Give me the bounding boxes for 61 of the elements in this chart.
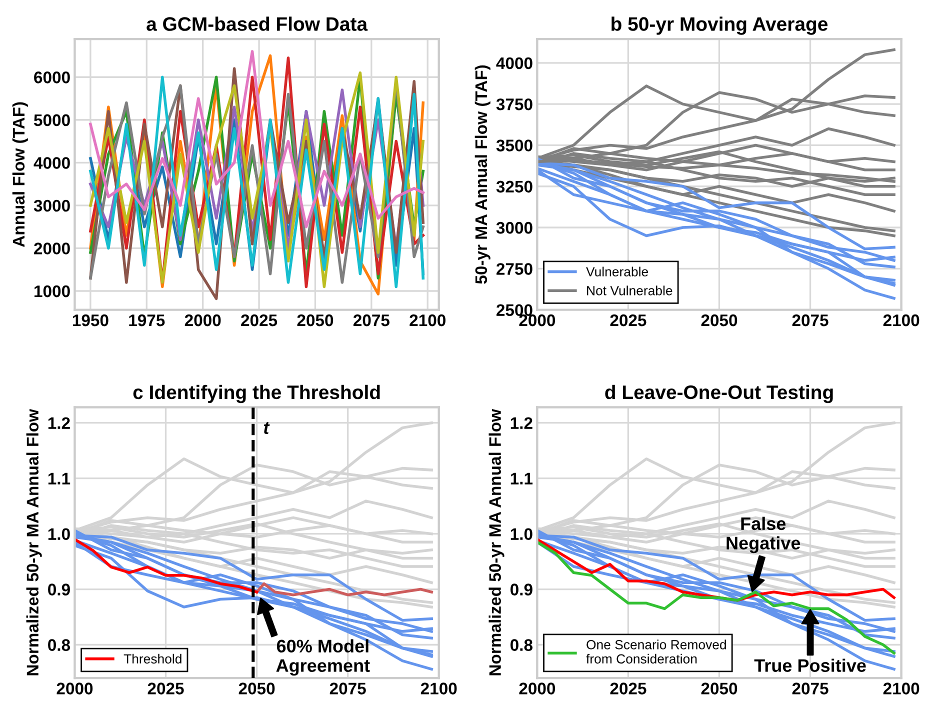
x-tick-label: 2025	[241, 314, 278, 326]
legend-label: Not Vulnerable	[587, 286, 672, 296]
x-tick-label: 2000	[184, 314, 221, 326]
y-tick-label: 3000	[34, 200, 70, 212]
x-tick-label: 2075	[792, 682, 828, 694]
y-axis-title: Annual Flow (TAF)	[12, 102, 28, 247]
annotation: False Negative	[726, 516, 800, 554]
y-tick-label: 0.8	[48, 639, 70, 651]
legend-label: Threshold	[124, 654, 182, 664]
chart-title: a GCM-based Flow Data	[146, 16, 368, 31]
y-tick-label: 0.9	[510, 584, 532, 596]
x-tick-label: 1950	[72, 314, 108, 326]
legend-label: Vulnerable	[586, 266, 648, 276]
y-axis-title: Normalized 50-yr MA Annual Flow	[488, 408, 504, 676]
x-tick-label: 1975	[129, 314, 165, 326]
x-tick-label: 2050	[238, 682, 275, 694]
y-tick-label: 3750	[496, 98, 532, 110]
y-tick-label: 3000	[496, 222, 532, 234]
x-tick-label: 2025	[610, 682, 646, 694]
y-axis-title: Normalized 50-yr MA Annual Flow	[26, 408, 42, 676]
y-tick-label: 2750	[496, 263, 532, 275]
x-tick-label: 2075	[330, 682, 366, 694]
y-tick-label: 1.0	[510, 528, 532, 540]
y-tick-label: 1.2	[510, 417, 532, 429]
chart-title: c Identifying the Threshold	[133, 384, 380, 404]
y-tick-label: 4000	[496, 57, 532, 70]
y-tick-label: 2500	[496, 304, 532, 316]
annotation: 60% Model Agreement	[276, 639, 370, 676]
x-tick-label: 2100	[883, 682, 920, 694]
y-tick-label: 1.0	[48, 528, 70, 540]
y-tick-label: 1.1	[48, 472, 70, 484]
y-tick-label: 3500	[496, 140, 532, 152]
x-tick-label: 2000	[519, 682, 556, 694]
annotation: True Positive	[754, 658, 866, 672]
y-tick-label: 6000	[34, 72, 70, 84]
x-tick-label: 2050	[701, 682, 738, 694]
x-tick-label: 2100	[883, 314, 920, 326]
y-tick-label: 1.2	[48, 417, 70, 429]
x-tick-label: 2025	[148, 682, 184, 694]
x-tick-label: 2075	[792, 314, 828, 326]
y-tick-label: 1.1	[510, 472, 533, 484]
x-tick-label: 2050	[297, 314, 334, 326]
x-tick-label: 2000	[56, 682, 93, 694]
chart-title: d Leave-One-Out Testing	[605, 384, 833, 404]
x-tick-label: 2100	[410, 314, 446, 326]
x-tick-label: 2025	[610, 314, 646, 326]
y-tick-label: 0.8	[510, 639, 532, 651]
y-tick-label: 4000	[34, 157, 70, 169]
x-tick-label: 2000	[519, 314, 556, 326]
y-tick-label: 5000	[34, 114, 70, 126]
x-tick-label: 2100	[420, 682, 457, 694]
y-tick-label: 3250	[496, 180, 532, 193]
y-tick-label: 2000	[34, 242, 70, 254]
y-axis-title: 50-yr MA Annual Flow (TAF)	[474, 65, 490, 284]
legend-label: One Scenario Removed from Consideration	[586, 640, 726, 664]
ref-line-label: t	[264, 422, 270, 434]
x-tick-label: 2050	[701, 314, 738, 326]
x-tick-label: 2075	[353, 314, 390, 326]
chart-title: b 50-yr Moving Average	[612, 16, 828, 35]
y-tick-label: 0.9	[48, 584, 70, 596]
y-tick-label: 1000	[34, 285, 70, 298]
